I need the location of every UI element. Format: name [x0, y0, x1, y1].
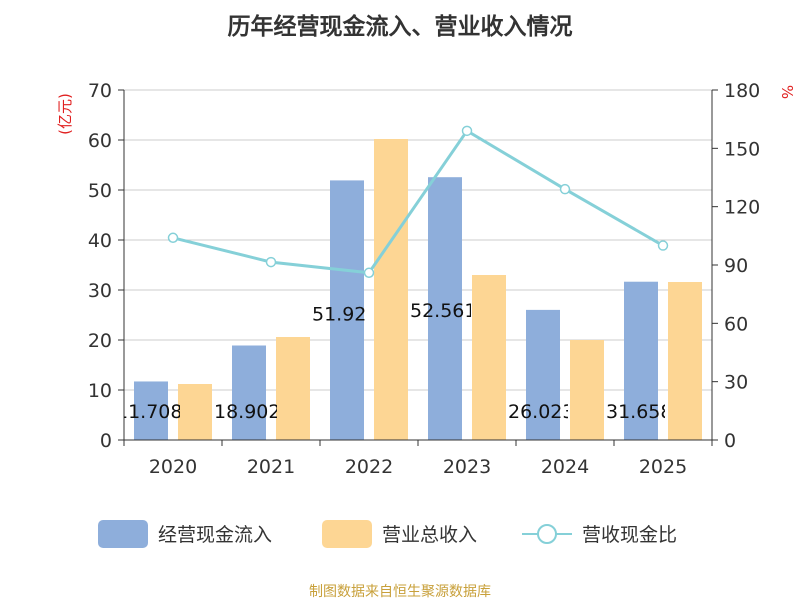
- left-axis-tick-label: 40: [88, 230, 112, 252]
- right-axis-tick-label: 60: [724, 313, 748, 335]
- bar-cash-inflow: [428, 177, 462, 440]
- x-axis-tick-label: 2021: [247, 456, 295, 478]
- right-axis-tick-label: 30: [724, 372, 748, 394]
- x-axis-tick-label: 2023: [443, 456, 491, 478]
- bar-cash-inflow: [526, 309, 560, 440]
- legend: 经营现金流入 营业总收入 营收现金比: [98, 520, 677, 548]
- left-axis-unit: (亿元): [56, 93, 74, 135]
- ratio-point: [265, 256, 277, 268]
- legend-swatch-revenue: [322, 520, 372, 548]
- bar-cash-inflow: [330, 180, 364, 440]
- bar-value-label: 52.561: [410, 300, 476, 322]
- data-source: 制图数据来自恒生聚源数据库: [309, 584, 491, 600]
- bar-revenue: [276, 337, 310, 440]
- legend-label-ratio: 营收现金比: [582, 524, 677, 546]
- bar-cash-inflow: [232, 345, 266, 440]
- ratio-point: [167, 232, 179, 244]
- ratio-point: [559, 183, 571, 195]
- bar-value-label: 51.92: [312, 303, 366, 325]
- bar-value-label: 11.708: [116, 401, 182, 423]
- chart-title: 历年经营现金流入、营业收入情况: [228, 13, 573, 40]
- left-axis-tick-label: 0: [100, 430, 112, 452]
- bar-value-label: 26.023: [508, 401, 574, 423]
- bar-labels: 11.708 18.902 51.92 52.561 26.023 31.658: [116, 300, 672, 423]
- right-axis-tick-label: 180: [724, 80, 760, 102]
- bar-value-label: 31.658: [606, 401, 672, 423]
- right-axis-tick-label: 150: [724, 138, 760, 160]
- right-axis-tick-label: 120: [724, 197, 760, 219]
- bars: [134, 139, 702, 440]
- left-axis-tick-label: 70: [88, 80, 112, 102]
- bar-cash-inflow: [624, 281, 658, 440]
- right-axis-tick-label: 0: [724, 430, 736, 452]
- ratio-point: [363, 267, 375, 279]
- ratio-line-layer: [167, 125, 669, 279]
- legend-label-cash-inflow: 经营现金流入: [158, 524, 272, 546]
- axes: 0 10 20 30 40 50 60 70 0 30 60 90 120 150 180 2020 2021 2…: [88, 80, 760, 478]
- ratio-point: [657, 240, 669, 251]
- right-axis-unit: %: [778, 85, 796, 99]
- x-axis-tick-label: 2022: [345, 456, 393, 478]
- left-axis-tick-label: 30: [88, 280, 112, 302]
- x-axis-tick-label: 2024: [541, 456, 589, 478]
- bar-revenue: [178, 384, 212, 440]
- right-axis-tick-label: 90: [724, 255, 748, 277]
- legend-label-revenue: 营业总收入: [382, 524, 477, 546]
- x-axis-tick-label: 2025: [639, 456, 687, 478]
- bar-value-label: 18.902: [214, 401, 280, 423]
- ratio-point: [461, 125, 473, 137]
- bar-cash-inflow: [134, 381, 168, 440]
- left-axis-tick-label: 50: [88, 180, 112, 202]
- legend-swatch-cash-inflow: [98, 520, 148, 548]
- bar-revenue: [570, 340, 604, 440]
- legend-marker-ratio: [537, 524, 557, 544]
- bar-revenue: [472, 275, 506, 440]
- left-axis-tick-label: 60: [88, 130, 112, 152]
- grid-lines: [124, 89, 712, 391]
- bar-revenue: [668, 282, 702, 440]
- bar-revenue: [374, 139, 408, 440]
- left-axis-tick-label: 20: [88, 330, 112, 352]
- ratio-line: [172, 128, 664, 275]
- x-axis-tick-label: 2020: [149, 456, 197, 478]
- left-axis-tick-label: 10: [88, 380, 112, 402]
